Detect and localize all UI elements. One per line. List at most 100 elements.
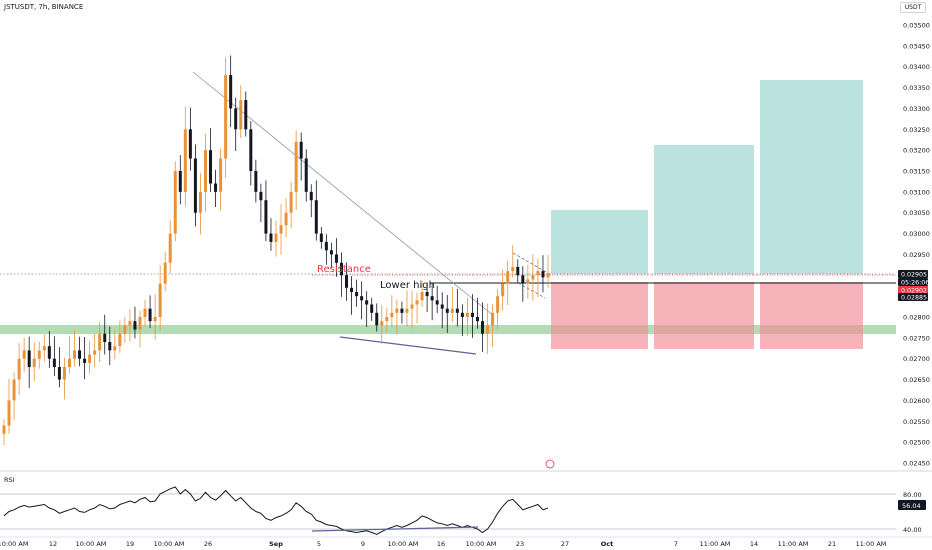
candle-body: [314, 200, 318, 234]
candle: [375, 303, 379, 332]
price-marker: [898, 293, 928, 301]
candle-body: [334, 254, 338, 263]
candle: [219, 148, 223, 211]
target-zone-2: [654, 145, 754, 274]
time-tick-label: 27: [561, 540, 569, 548]
price-tick-label: 0.02550: [903, 418, 930, 426]
candle: [57, 347, 61, 388]
price-tick-label: 0.02600: [903, 397, 930, 405]
candle-body: [158, 283, 162, 317]
candle-body: [430, 296, 434, 301]
candle-body: [108, 342, 112, 351]
descending-trendline: [192, 71, 495, 317]
candle-body: [27, 350, 31, 368]
candle-body: [491, 312, 495, 326]
candle-body: [501, 283, 505, 297]
candle-body: [319, 233, 323, 242]
time-tick-label: 10:00 AM: [0, 540, 28, 548]
candle: [385, 308, 389, 333]
candle: [209, 128, 213, 193]
candle-body: [365, 300, 369, 305]
candle-body: [209, 150, 213, 184]
candle-body: [420, 291, 424, 301]
candle-body: [118, 333, 122, 347]
divergence-line-price: [339, 336, 477, 355]
candle: [309, 184, 313, 218]
candle: [420, 281, 424, 307]
candle: [395, 299, 399, 335]
candle: [274, 220, 278, 257]
candle-body: [370, 304, 374, 313]
candle-body: [536, 271, 540, 276]
alert-icon: [545, 459, 555, 469]
price-tick-label: 0.03350: [903, 84, 930, 92]
candle-body: [88, 354, 92, 363]
candle: [73, 330, 77, 367]
candle-body: [435, 300, 439, 305]
candle-body: [42, 346, 46, 351]
candle: [531, 254, 535, 301]
candle: [158, 265, 162, 331]
candle-body: [183, 129, 187, 192]
price-marker-label: 0.02905: [901, 272, 927, 279]
price-tick-label: 0.02800: [903, 314, 930, 322]
candle: [339, 252, 343, 297]
candle-body: [329, 250, 333, 255]
candle-body: [178, 171, 182, 192]
candle-body: [47, 346, 51, 359]
candle-body: [415, 300, 419, 305]
candle-body: [249, 129, 253, 171]
candle: [405, 290, 409, 327]
candle: [435, 285, 439, 314]
candle: [345, 262, 349, 301]
candle-body: [470, 312, 474, 317]
candle-body: [345, 275, 349, 288]
rsi-tick: 40.00: [903, 526, 922, 534]
candle-body: [234, 108, 238, 130]
candle: [113, 328, 117, 360]
candle: [173, 161, 177, 242]
time-tick-label: 16: [437, 540, 445, 548]
candle-body: [455, 308, 459, 313]
candle-body: [360, 296, 364, 301]
candle-body: [284, 212, 288, 226]
candle: [203, 133, 207, 212]
candle-body: [279, 225, 283, 234]
price-tick-label: 0.03400: [903, 63, 930, 71]
candle-body: [425, 291, 429, 297]
candle: [78, 336, 82, 367]
support-zone: [0, 325, 896, 334]
candle: [536, 259, 540, 298]
time-tick-label: 10:00 AM: [388, 540, 419, 548]
candle: [42, 334, 46, 362]
candle: [123, 316, 127, 344]
candle-body: [78, 350, 82, 359]
candle-body: [198, 191, 202, 213]
candle-body: [113, 346, 117, 351]
candle-body: [259, 191, 263, 201]
candle: [234, 97, 238, 152]
candle: [319, 227, 323, 249]
candle-body: [138, 317, 142, 330]
candle: [455, 288, 459, 327]
candle-body: [506, 271, 510, 284]
candle: [486, 303, 490, 354]
price-tick-label: 0.03450: [903, 42, 930, 50]
candle: [324, 234, 328, 265]
price-tick-label: 0.02750: [903, 334, 930, 342]
candle-body: [526, 279, 530, 284]
candle-body: [460, 312, 464, 317]
time-tick-label: 11:00 AM: [700, 540, 731, 548]
price-tick-label: 0.03300: [903, 105, 930, 113]
candle: [445, 294, 449, 333]
candle-body: [123, 325, 127, 334]
candle: [133, 306, 137, 339]
price-tick-label: 0.03050: [903, 209, 930, 217]
currency-badge[interactable]: USDT: [900, 2, 926, 13]
price-tick-label: 0.02650: [903, 376, 930, 384]
price-tick-label: 0.02500: [903, 439, 930, 447]
candle-body: [541, 271, 545, 278]
candle: [98, 322, 102, 363]
price-tick-label: 0.02450: [903, 460, 930, 468]
